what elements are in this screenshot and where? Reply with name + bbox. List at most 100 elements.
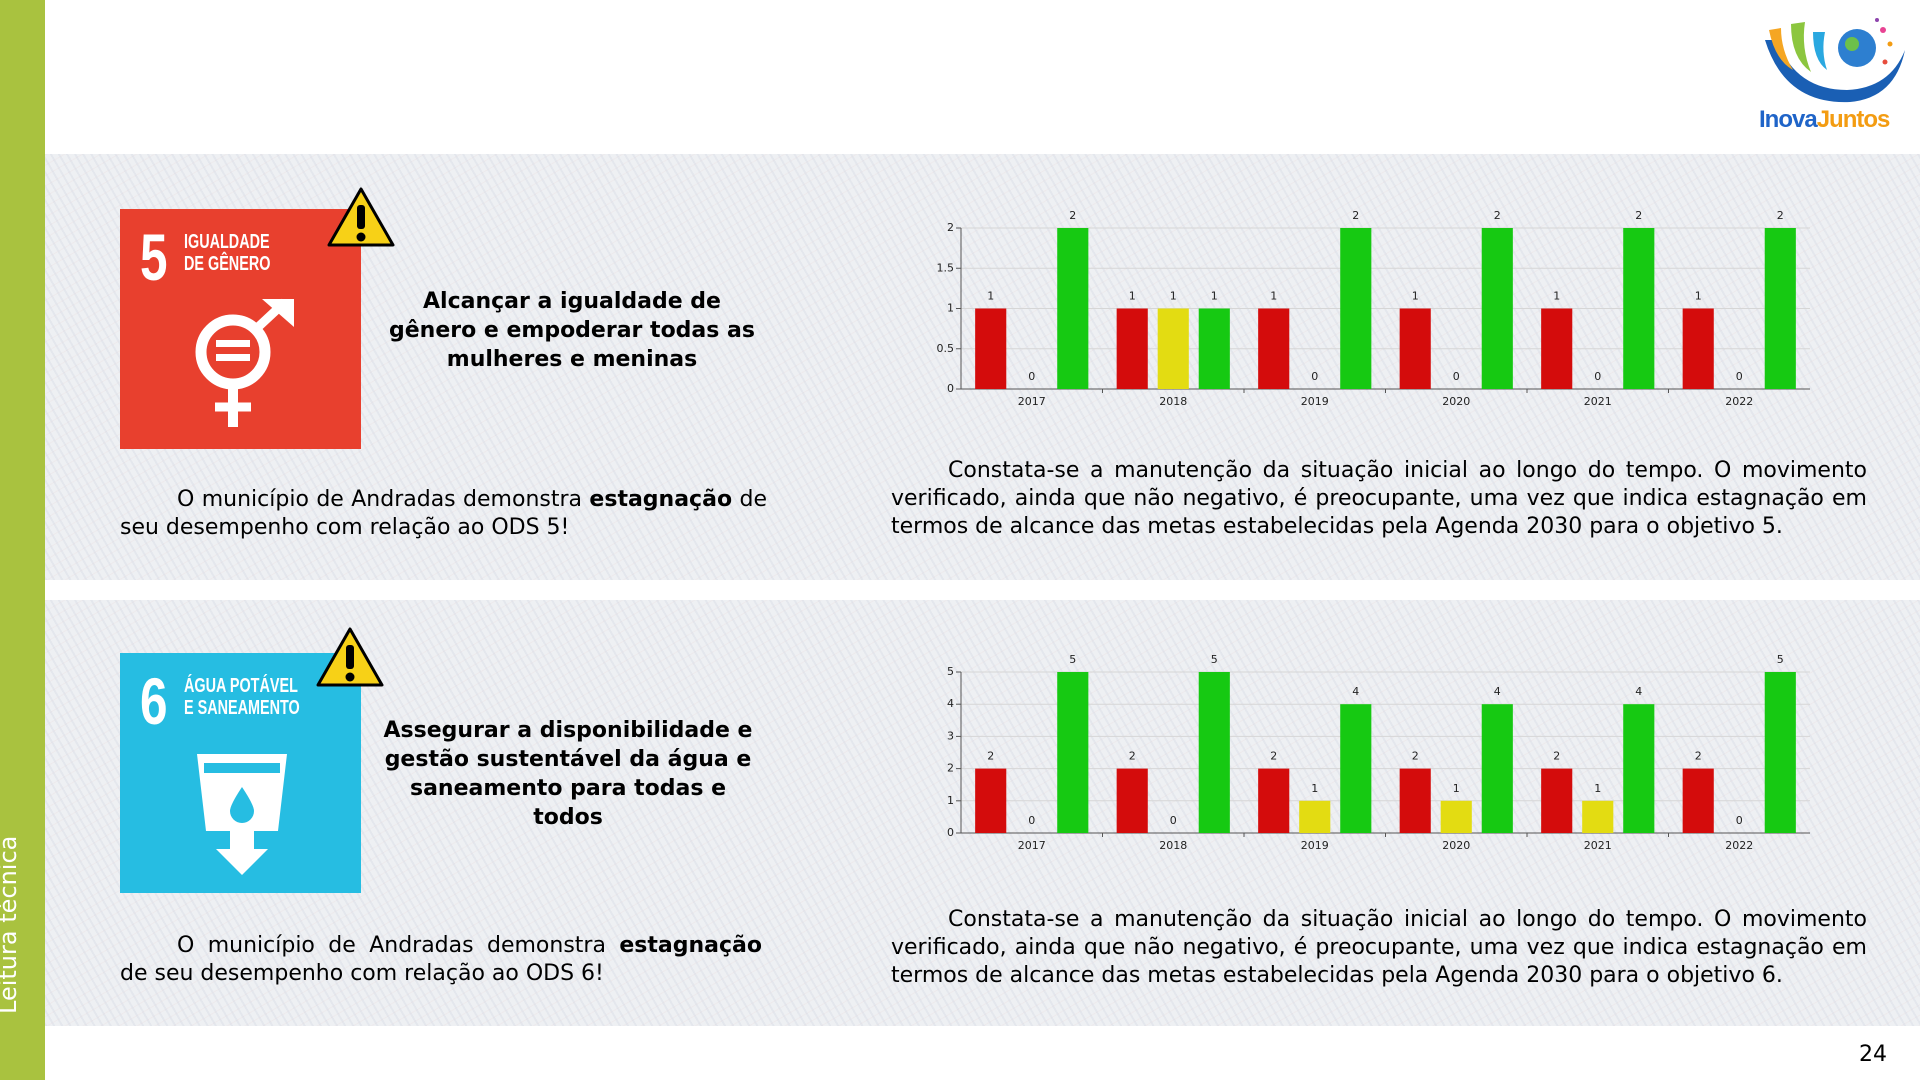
bar	[1299, 800, 1331, 833]
bar	[1541, 768, 1573, 833]
value-label: 2	[1352, 209, 1359, 222]
value-label: 5	[1069, 653, 1076, 666]
bar	[1116, 768, 1148, 833]
x-tick-label: 2019	[1301, 395, 1329, 408]
x-tick-label: 2021	[1584, 395, 1612, 408]
bar	[1481, 228, 1513, 389]
x-tick-label: 2021	[1584, 839, 1612, 852]
value-label: 2	[1635, 209, 1642, 222]
value-label: 2	[1069, 209, 1076, 222]
bar	[975, 768, 1007, 833]
value-label: 4	[1352, 685, 1359, 698]
y-tick-label: 0	[947, 382, 954, 395]
value-label: 5	[1211, 653, 1218, 666]
value-label: 1	[1211, 290, 1218, 303]
logo-text: InovaJuntos	[1759, 106, 1890, 134]
value-label: 0	[1594, 370, 1601, 383]
sdg-title-line: E SANEAMENTO	[184, 697, 300, 719]
value-label: 2	[1553, 750, 1560, 763]
x-tick-label: 2018	[1159, 839, 1187, 852]
sdg-icon	[195, 298, 294, 427]
sdg-title-line: IGUALDADE	[184, 231, 270, 253]
bar	[1057, 672, 1089, 833]
y-tick-label: 3	[947, 729, 954, 742]
x-tick-label: 2022	[1725, 395, 1753, 408]
value-label: 1	[1412, 290, 1419, 303]
value-label: 2	[1695, 750, 1702, 763]
bar	[1623, 228, 1655, 389]
x-tick-label: 2019	[1301, 839, 1329, 852]
sdg-title: IGUALDADE DE GÊNERO	[184, 231, 270, 275]
commentary: Constata-se a manutenção da situação ini…	[891, 458, 1867, 539]
y-tick-label: 1	[947, 302, 954, 315]
logo-figure	[1791, 22, 1811, 72]
sdg-title-line: ÁGUA POTÁVEL	[184, 675, 298, 697]
sdg-title: ÁGUA POTÁVEL E SANEAMENTO	[184, 675, 300, 719]
value-label: 5	[1777, 653, 1784, 666]
value-label: 2	[1494, 209, 1501, 222]
value-label: 2	[1129, 750, 1136, 763]
logo-figure	[1769, 28, 1793, 70]
value-label: 0	[1170, 814, 1177, 827]
bar	[1481, 704, 1513, 833]
x-tick-label: 2018	[1159, 395, 1187, 408]
logo-dot	[1882, 59, 1888, 65]
bar	[1541, 308, 1573, 389]
value-label: 2	[1412, 750, 1419, 763]
bar	[975, 308, 1007, 389]
x-tick-label: 2020	[1442, 395, 1470, 408]
y-tick-label: 5	[947, 665, 954, 678]
sdg-tile: 6 ÁGUA POTÁVEL E SANEAMENTO	[120, 653, 361, 893]
sdg-tile: 5 IGUALDADE DE GÊNERO	[120, 209, 361, 449]
summary-text: de seu desempenho com relação ao ODS 6!	[120, 961, 604, 986]
bar	[1764, 228, 1796, 389]
bar	[1340, 228, 1372, 389]
value-label: 1	[1695, 290, 1702, 303]
logo-text-first: Inova	[1759, 106, 1818, 133]
logo-globe	[1845, 37, 1859, 51]
bar	[1440, 800, 1472, 833]
value-label: 1	[1453, 782, 1460, 795]
bar	[1682, 308, 1714, 389]
warning-icon	[327, 187, 395, 247]
value-label: 0	[1453, 370, 1460, 383]
goal-text: Alcançar a igualdade de gênero e empoder…	[389, 289, 755, 372]
logo-dot	[1875, 18, 1879, 22]
bar	[1764, 672, 1796, 833]
sidebar: Leitura técnica	[0, 0, 45, 1080]
y-tick-label: 1.5	[937, 261, 955, 274]
bar	[1198, 308, 1230, 389]
x-tick-label: 2017	[1018, 839, 1046, 852]
summary: O município de Andradas demonstra estagn…	[120, 932, 762, 988]
bar	[1682, 768, 1714, 833]
value-label: 2	[1270, 750, 1277, 763]
logo-swoosh	[1765, 40, 1905, 103]
sdg-number: 6	[140, 664, 168, 738]
sdg-title-line: DE GÊNERO	[184, 253, 271, 275]
sidebar-label: Leitura técnica	[0, 835, 22, 1014]
commentary: Constata-se a manutenção da situação ini…	[891, 907, 1867, 988]
goal-text: Assegurar a disponibilidade e gestão sus…	[383, 718, 753, 830]
page-number: 24	[1859, 1042, 1887, 1067]
logo-dot	[1880, 27, 1886, 33]
value-label: 0	[1311, 370, 1318, 383]
value-label: 1	[1170, 290, 1177, 303]
bar	[1340, 704, 1372, 833]
bar	[1623, 704, 1655, 833]
bar	[1258, 308, 1290, 389]
summary: O município de Andradas demonstra estagn…	[120, 486, 767, 542]
warning-icon	[316, 627, 384, 687]
chart: 0 1 2 3 4 5 2017 2 0 5 2018 2 0 5 2019 2 1 4 2020 2 1 4 2021 2 1…	[947, 653, 1810, 852]
value-label: 1	[1594, 782, 1601, 795]
x-tick-label: 2020	[1442, 839, 1470, 852]
y-tick-label: 0.5	[937, 342, 955, 355]
summary-text: de seu desempenho com relação ao ODS 5!	[120, 487, 767, 540]
value-label: 2	[987, 750, 994, 763]
x-tick-label: 2022	[1725, 839, 1753, 852]
bar	[1057, 228, 1089, 389]
bar	[1116, 308, 1148, 389]
y-tick-label: 4	[947, 697, 954, 710]
summary-emphasis: estagnação	[619, 933, 762, 958]
